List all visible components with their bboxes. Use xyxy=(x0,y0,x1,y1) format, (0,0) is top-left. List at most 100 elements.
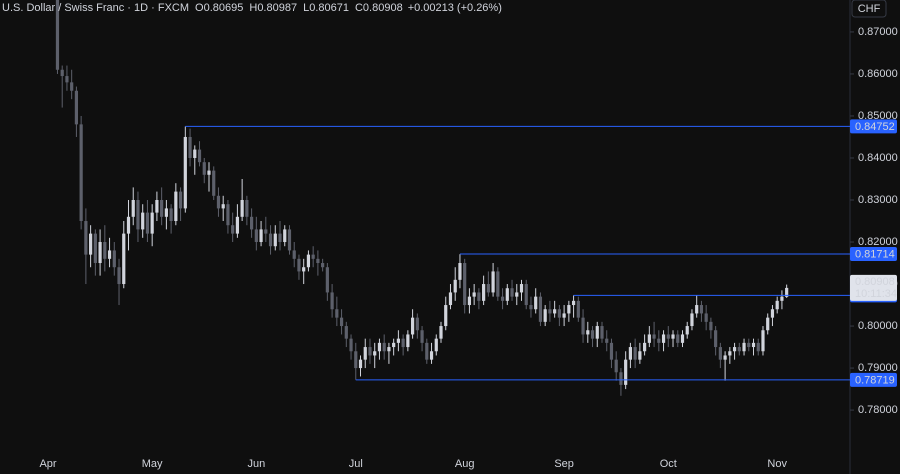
candle-body xyxy=(595,326,599,339)
candle-body xyxy=(491,271,495,293)
candle-body xyxy=(434,338,438,352)
candle-body xyxy=(136,200,140,230)
candle-body xyxy=(500,296,505,301)
candle-body xyxy=(638,351,642,360)
candle-body xyxy=(311,254,315,259)
candle-body xyxy=(695,305,699,314)
candle-body xyxy=(780,296,784,301)
candle-body xyxy=(723,355,727,360)
candle-body xyxy=(661,334,666,343)
candle-body xyxy=(529,305,533,310)
candle-body xyxy=(174,191,178,222)
candle-body xyxy=(321,263,325,268)
candle-body xyxy=(169,208,173,222)
ohlc-value: 0.80908 xyxy=(363,2,403,14)
candle-body xyxy=(302,267,306,272)
candle-body xyxy=(590,330,595,339)
candle-body xyxy=(382,342,386,352)
ohlc-value: 0.80671 xyxy=(309,2,349,14)
level-label-box xyxy=(850,247,897,262)
candle-body xyxy=(368,347,372,356)
candle-body xyxy=(245,200,249,217)
y-tick-label: 0.83000 xyxy=(858,194,898,206)
candle-body xyxy=(425,342,429,360)
candle-body xyxy=(770,309,775,318)
candle-body xyxy=(751,342,756,348)
candle-body xyxy=(747,342,751,348)
y-tick-label: 0.82000 xyxy=(858,236,898,248)
candle-body xyxy=(756,342,760,352)
candle-body xyxy=(122,233,126,285)
candle-body xyxy=(396,338,400,343)
candle-body xyxy=(235,216,239,234)
candle-body xyxy=(510,288,514,297)
candle-body xyxy=(103,242,107,259)
candle-body xyxy=(112,250,116,268)
candle-body xyxy=(363,347,367,360)
candle-body xyxy=(401,338,405,348)
candle-body xyxy=(344,326,348,339)
candle-body xyxy=(728,351,732,356)
candle-body xyxy=(392,342,396,348)
candle-body xyxy=(543,309,547,322)
price-label-box xyxy=(850,274,897,301)
candle-body xyxy=(652,334,656,339)
candle-body xyxy=(571,300,576,306)
ohlc-value: 0.80987 xyxy=(257,2,297,14)
candle-body xyxy=(624,359,628,385)
x-tick-label: May xyxy=(142,458,163,470)
candle-body xyxy=(714,330,718,348)
candle-body xyxy=(609,342,614,360)
candle-body xyxy=(453,279,457,293)
candle-body xyxy=(505,288,509,301)
candle-body xyxy=(197,149,202,163)
candle-body xyxy=(614,359,618,373)
candle-body xyxy=(605,338,609,343)
candle-body xyxy=(74,90,79,125)
candle-body xyxy=(207,170,211,175)
candle-body xyxy=(718,347,722,360)
candle-body xyxy=(486,284,490,293)
candle-body xyxy=(548,309,552,314)
candle-body xyxy=(93,233,97,264)
candle-body xyxy=(221,204,225,209)
candle-body xyxy=(164,208,168,217)
candle-body xyxy=(145,212,150,234)
candle-body xyxy=(339,317,344,327)
candle-body xyxy=(193,149,197,158)
candle-body xyxy=(306,254,311,268)
ohlc-key: C xyxy=(355,2,363,14)
x-tick-label: Apr xyxy=(39,458,56,470)
candle-body xyxy=(316,258,320,264)
candle-body xyxy=(680,334,685,343)
level-label-box xyxy=(850,372,897,387)
candle-body xyxy=(690,313,694,327)
candle-body xyxy=(567,305,571,314)
currency[interactable]: CHF xyxy=(858,3,881,15)
currency-button[interactable] xyxy=(851,0,887,18)
candle-body xyxy=(785,287,789,297)
level-label-box xyxy=(850,119,897,134)
candle-body xyxy=(155,200,159,213)
candle-body xyxy=(373,351,377,356)
candle-body xyxy=(439,326,443,339)
candle-body xyxy=(183,136,187,209)
candle-body xyxy=(259,229,263,243)
candle-body xyxy=(141,212,145,230)
candle-body xyxy=(358,359,363,369)
candle-body xyxy=(581,317,585,335)
candle-body xyxy=(330,292,334,310)
candle-body xyxy=(515,292,519,297)
candle-body xyxy=(737,347,741,352)
candle-body xyxy=(538,296,543,322)
candle-body xyxy=(98,242,102,264)
x-tick-label: Jul xyxy=(349,458,363,470)
candle-body xyxy=(676,334,680,343)
candle-body xyxy=(406,334,410,348)
candle-body xyxy=(519,284,524,293)
candle-body xyxy=(178,191,183,209)
ohlc-key: H xyxy=(249,2,257,14)
candle-body xyxy=(643,342,647,352)
